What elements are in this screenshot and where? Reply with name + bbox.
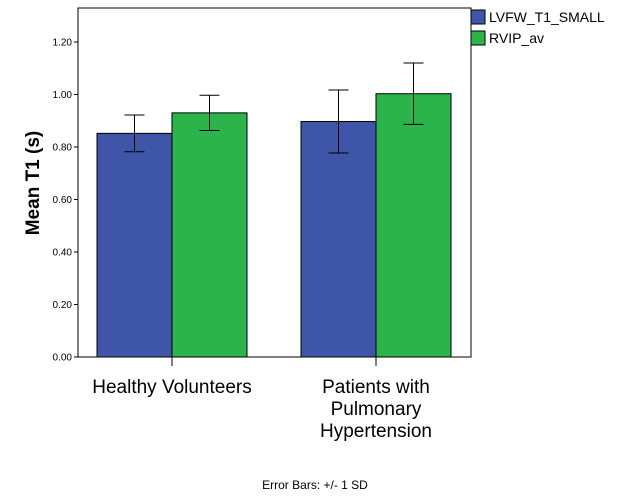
y-axis: 0.00 0.20 0.40 0.60 0.80 1.00 1.20 [53, 38, 78, 364]
x-tick-label: Healthy Volunteers [92, 377, 252, 398]
bar [375, 93, 452, 358]
y-tick-label: 0.40 [53, 248, 73, 259]
x-tick-label: Patients with Pulmonary Hypertension [320, 377, 432, 442]
legend-label: LVFW_T1_SMALL [489, 9, 605, 25]
legend-swatch [470, 9, 486, 25]
y-tick-label: 0.00 [53, 353, 73, 364]
legend-swatch [470, 30, 486, 46]
y-tick-label: 0.60 [53, 195, 73, 206]
y-tick-label: 0.80 [53, 143, 73, 154]
bar [96, 132, 173, 358]
y-tick-label: 0.20 [53, 300, 73, 311]
legend-label: RVIP_av [489, 30, 544, 46]
plot-area: 0.00 0.20 0.40 0.60 0.80 1.00 1.20 Healthy Vol… [53, 7, 472, 442]
bar [171, 112, 248, 358]
y-tick-label: 1.20 [53, 38, 73, 49]
y-axis-label: Mean T1 (s) [23, 131, 44, 236]
footnote: Error Bars: +/- 1 SD [262, 478, 368, 492]
y-tick-label: 1.00 [53, 90, 73, 101]
bars [96, 93, 452, 358]
error-bars [124, 62, 424, 154]
legend: LVFW_T1_SMALL RVIP_av [470, 9, 605, 46]
bar [300, 121, 377, 358]
x-axis: Healthy Volunteers Patients with Pulmonary… [92, 357, 432, 442]
